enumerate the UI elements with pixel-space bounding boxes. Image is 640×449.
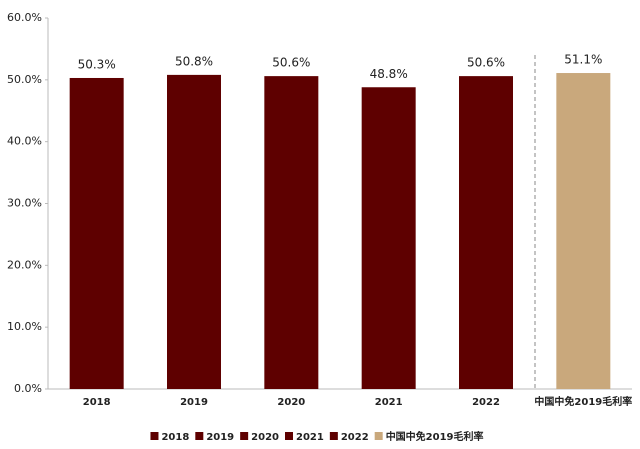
bar bbox=[264, 76, 319, 389]
legend-label: 2020 bbox=[251, 432, 279, 443]
x-tick-label: 2022 bbox=[472, 397, 500, 408]
x-tick-label: 中国中免2019毛利率 bbox=[534, 395, 632, 408]
value-label: 50.3% bbox=[78, 57, 116, 71]
legend-label: 2022 bbox=[341, 432, 369, 443]
y-tick-label: 10.0% bbox=[7, 320, 42, 333]
y-tick-label: 60.0% bbox=[7, 11, 42, 24]
y-tick-label: 20.0% bbox=[7, 258, 42, 271]
x-tick-label: 2018 bbox=[83, 397, 111, 408]
y-tick-label: 50.0% bbox=[7, 73, 42, 86]
x-tick-label: 2020 bbox=[277, 397, 305, 408]
bar bbox=[556, 73, 611, 389]
bar bbox=[69, 77, 124, 389]
legend-label: 2018 bbox=[161, 432, 189, 443]
legend-swatch bbox=[285, 432, 293, 440]
value-label: 51.1% bbox=[564, 53, 602, 67]
y-tick-label: 0.0% bbox=[14, 382, 42, 395]
legend-swatch bbox=[240, 432, 249, 440]
legend-swatch bbox=[329, 432, 338, 440]
x-tick-label: 2019 bbox=[180, 397, 208, 408]
bar bbox=[361, 87, 416, 390]
legend-swatch bbox=[195, 432, 204, 440]
value-label: 50.8% bbox=[175, 54, 213, 68]
x-tick-label: 2021 bbox=[375, 397, 403, 408]
bar bbox=[167, 74, 221, 390]
legend-swatch bbox=[150, 432, 159, 440]
bar bbox=[459, 76, 513, 389]
y-tick-label: 40.0% bbox=[7, 135, 42, 148]
legend-swatch bbox=[374, 432, 383, 440]
legend-label: 2021 bbox=[296, 432, 324, 443]
legend-label: 中国中免2019毛利率 bbox=[386, 430, 484, 443]
y-tick-label: 30.0% bbox=[7, 197, 42, 210]
value-label: 48.8% bbox=[370, 67, 408, 81]
value-label: 50.6% bbox=[272, 56, 310, 70]
value-label: 50.6% bbox=[467, 56, 505, 70]
legend-label: 2019 bbox=[206, 432, 234, 443]
